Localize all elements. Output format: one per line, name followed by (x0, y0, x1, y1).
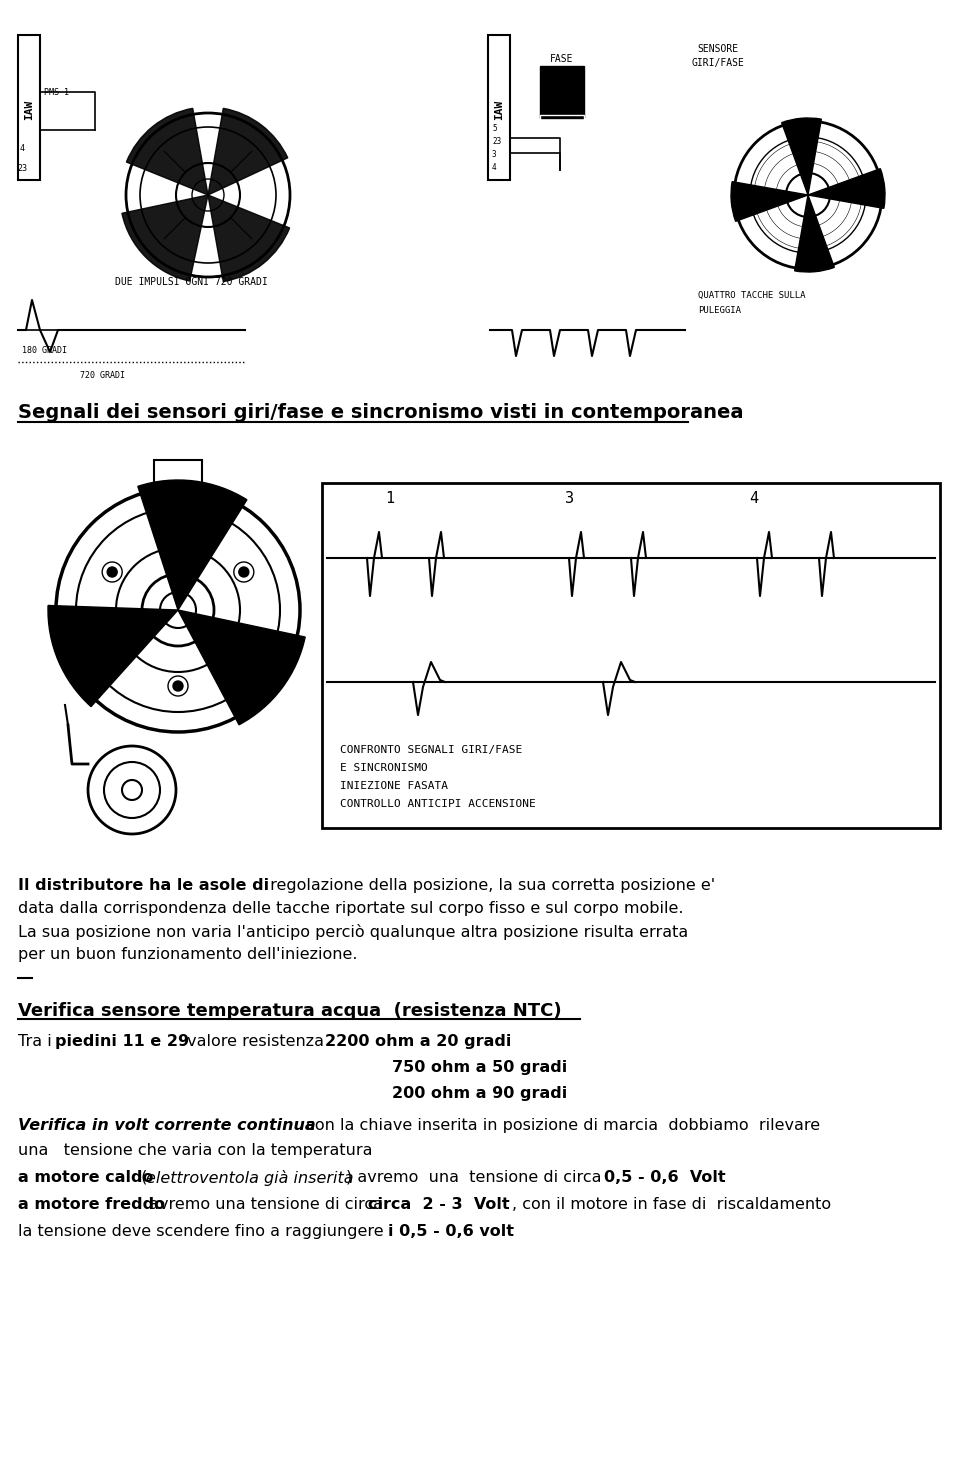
Wedge shape (731, 182, 808, 222)
Wedge shape (138, 480, 247, 610)
Text: a motore caldo: a motore caldo (18, 1169, 154, 1185)
Text: 5: 5 (492, 123, 496, 132)
Text: GIRI/FASE: GIRI/FASE (691, 57, 744, 68)
Text: regolazione della posizione, la sua corretta posizione e': regolazione della posizione, la sua corr… (265, 878, 715, 893)
Text: 1: 1 (385, 491, 395, 505)
Text: IAW: IAW (24, 100, 34, 120)
Text: ) avremo  una  tensione di circa: ) avremo una tensione di circa (346, 1169, 607, 1185)
Wedge shape (781, 118, 822, 195)
Text: PMS 1: PMS 1 (44, 88, 69, 97)
Text: FASE: FASE (550, 54, 574, 65)
Wedge shape (178, 610, 305, 724)
Text: PULEGGIA: PULEGGIA (698, 306, 741, 314)
Text: piedini 11 e 29: piedini 11 e 29 (55, 1034, 189, 1049)
Text: Segnali dei sensori giri/fase e sincronismo visti in contemporanea: Segnali dei sensori giri/fase e sincroni… (18, 403, 743, 422)
Text: per un buon funzionamento dell'iniezione.: per un buon funzionamento dell'iniezione… (18, 948, 357, 962)
Wedge shape (208, 195, 290, 282)
Text: , con il motore in fase di  riscaldamento: , con il motore in fase di riscaldamento (512, 1197, 831, 1212)
Text: Tra i: Tra i (18, 1034, 57, 1049)
Text: E SINCRONISMO: E SINCRONISMO (340, 762, 428, 773)
Wedge shape (48, 605, 178, 707)
Text: QUATTRO TACCHE SULLA: QUATTRO TACCHE SULLA (698, 291, 805, 300)
Text: 180 GRADI: 180 GRADI (22, 345, 67, 354)
Text: avremo una tensione di circa: avremo una tensione di circa (144, 1197, 388, 1212)
Text: 3: 3 (565, 491, 575, 505)
Bar (18, 35, 40, 181)
Text: Verifica in volt corrente continua: Verifica in volt corrente continua (18, 1118, 316, 1133)
Text: IAW: IAW (494, 100, 504, 120)
Text: elettroventola già inserita: elettroventola già inserita (146, 1169, 353, 1185)
Circle shape (108, 567, 117, 577)
Wedge shape (795, 195, 834, 272)
Text: La sua posizione non varia l'anticipo perciò qualunque altra posizione risulta e: La sua posizione non varia l'anticipo pe… (18, 924, 688, 940)
Text: 200 ohm a 90 gradi: 200 ohm a 90 gradi (393, 1086, 567, 1100)
Wedge shape (808, 169, 885, 209)
Wedge shape (127, 109, 208, 195)
Text: 2200 ohm a 20 gradi: 2200 ohm a 20 gradi (325, 1034, 512, 1049)
Text: Verifica sensore temperatura acqua  (resistenza NTC): Verifica sensore temperatura acqua (resi… (18, 1002, 562, 1019)
Text: 4: 4 (492, 163, 496, 172)
Text: CONTROLLO ANTICIPI ACCENSIONE: CONTROLLO ANTICIPI ACCENSIONE (340, 799, 536, 809)
Text: i 0,5 - 0,6 volt: i 0,5 - 0,6 volt (388, 1224, 514, 1238)
Text: 720 GRADI: 720 GRADI (80, 370, 125, 379)
Text: Il distributore ha le asole di: Il distributore ha le asole di (18, 878, 269, 893)
Text: 0,5 - 0,6  Volt: 0,5 - 0,6 Volt (604, 1169, 726, 1185)
Text: DUE IMPULSI OGNI 720 GRADI: DUE IMPULSI OGNI 720 GRADI (115, 278, 268, 286)
Text: 750 ohm a 50 gradi: 750 ohm a 50 gradi (393, 1061, 567, 1075)
Text: 4: 4 (19, 144, 25, 153)
Text: la tensione deve scendere fino a raggiungere: la tensione deve scendere fino a raggiun… (18, 1224, 389, 1238)
Text: a motore freddo: a motore freddo (18, 1197, 165, 1212)
Text: 23: 23 (492, 137, 501, 145)
Bar (154, 460, 202, 488)
Wedge shape (122, 195, 208, 281)
Text: circa  2 - 3  Volt: circa 2 - 3 Volt (368, 1197, 510, 1212)
Text: 3: 3 (492, 150, 496, 159)
Text: con la chiave inserita in posizione di marcia  dobbiamo  rilevare: con la chiave inserita in posizione di m… (301, 1118, 820, 1133)
Text: CONFRONTO SEGNALI GIRI/FASE: CONFRONTO SEGNALI GIRI/FASE (340, 745, 522, 755)
Text: una   tensione che varia con la temperatura: una tensione che varia con la temperatur… (18, 1143, 372, 1158)
Text: valore resistenza: valore resistenza (182, 1034, 329, 1049)
Circle shape (239, 567, 249, 577)
Text: 23: 23 (17, 163, 27, 172)
Text: INIEZIONE FASATA: INIEZIONE FASATA (340, 782, 448, 790)
Bar (540, 115, 584, 140)
Text: SENSORE: SENSORE (697, 44, 738, 54)
Text: 4: 4 (750, 491, 758, 505)
Bar (540, 66, 584, 118)
Text: (: ( (136, 1169, 148, 1185)
Text: data dalla corrispondenza delle tacche riportate sul corpo fisso e sul corpo mob: data dalla corrispondenza delle tacche r… (18, 900, 684, 917)
Circle shape (173, 682, 183, 690)
Wedge shape (208, 109, 288, 195)
Bar (322, 483, 940, 829)
Bar (488, 35, 510, 181)
